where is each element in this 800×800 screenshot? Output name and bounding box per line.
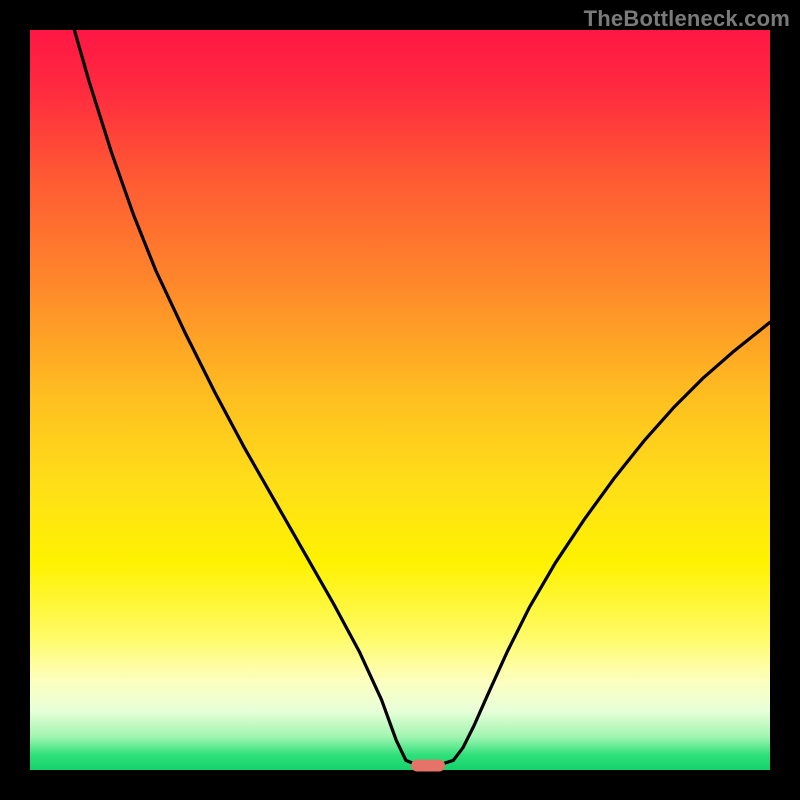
watermark-text: TheBottleneck.com: [584, 6, 790, 32]
chart-container: TheBottleneck.com: [0, 0, 800, 800]
plot-background: [30, 30, 770, 770]
bottleneck-curve-chart: [0, 0, 800, 800]
optimum-marker: [411, 760, 445, 772]
